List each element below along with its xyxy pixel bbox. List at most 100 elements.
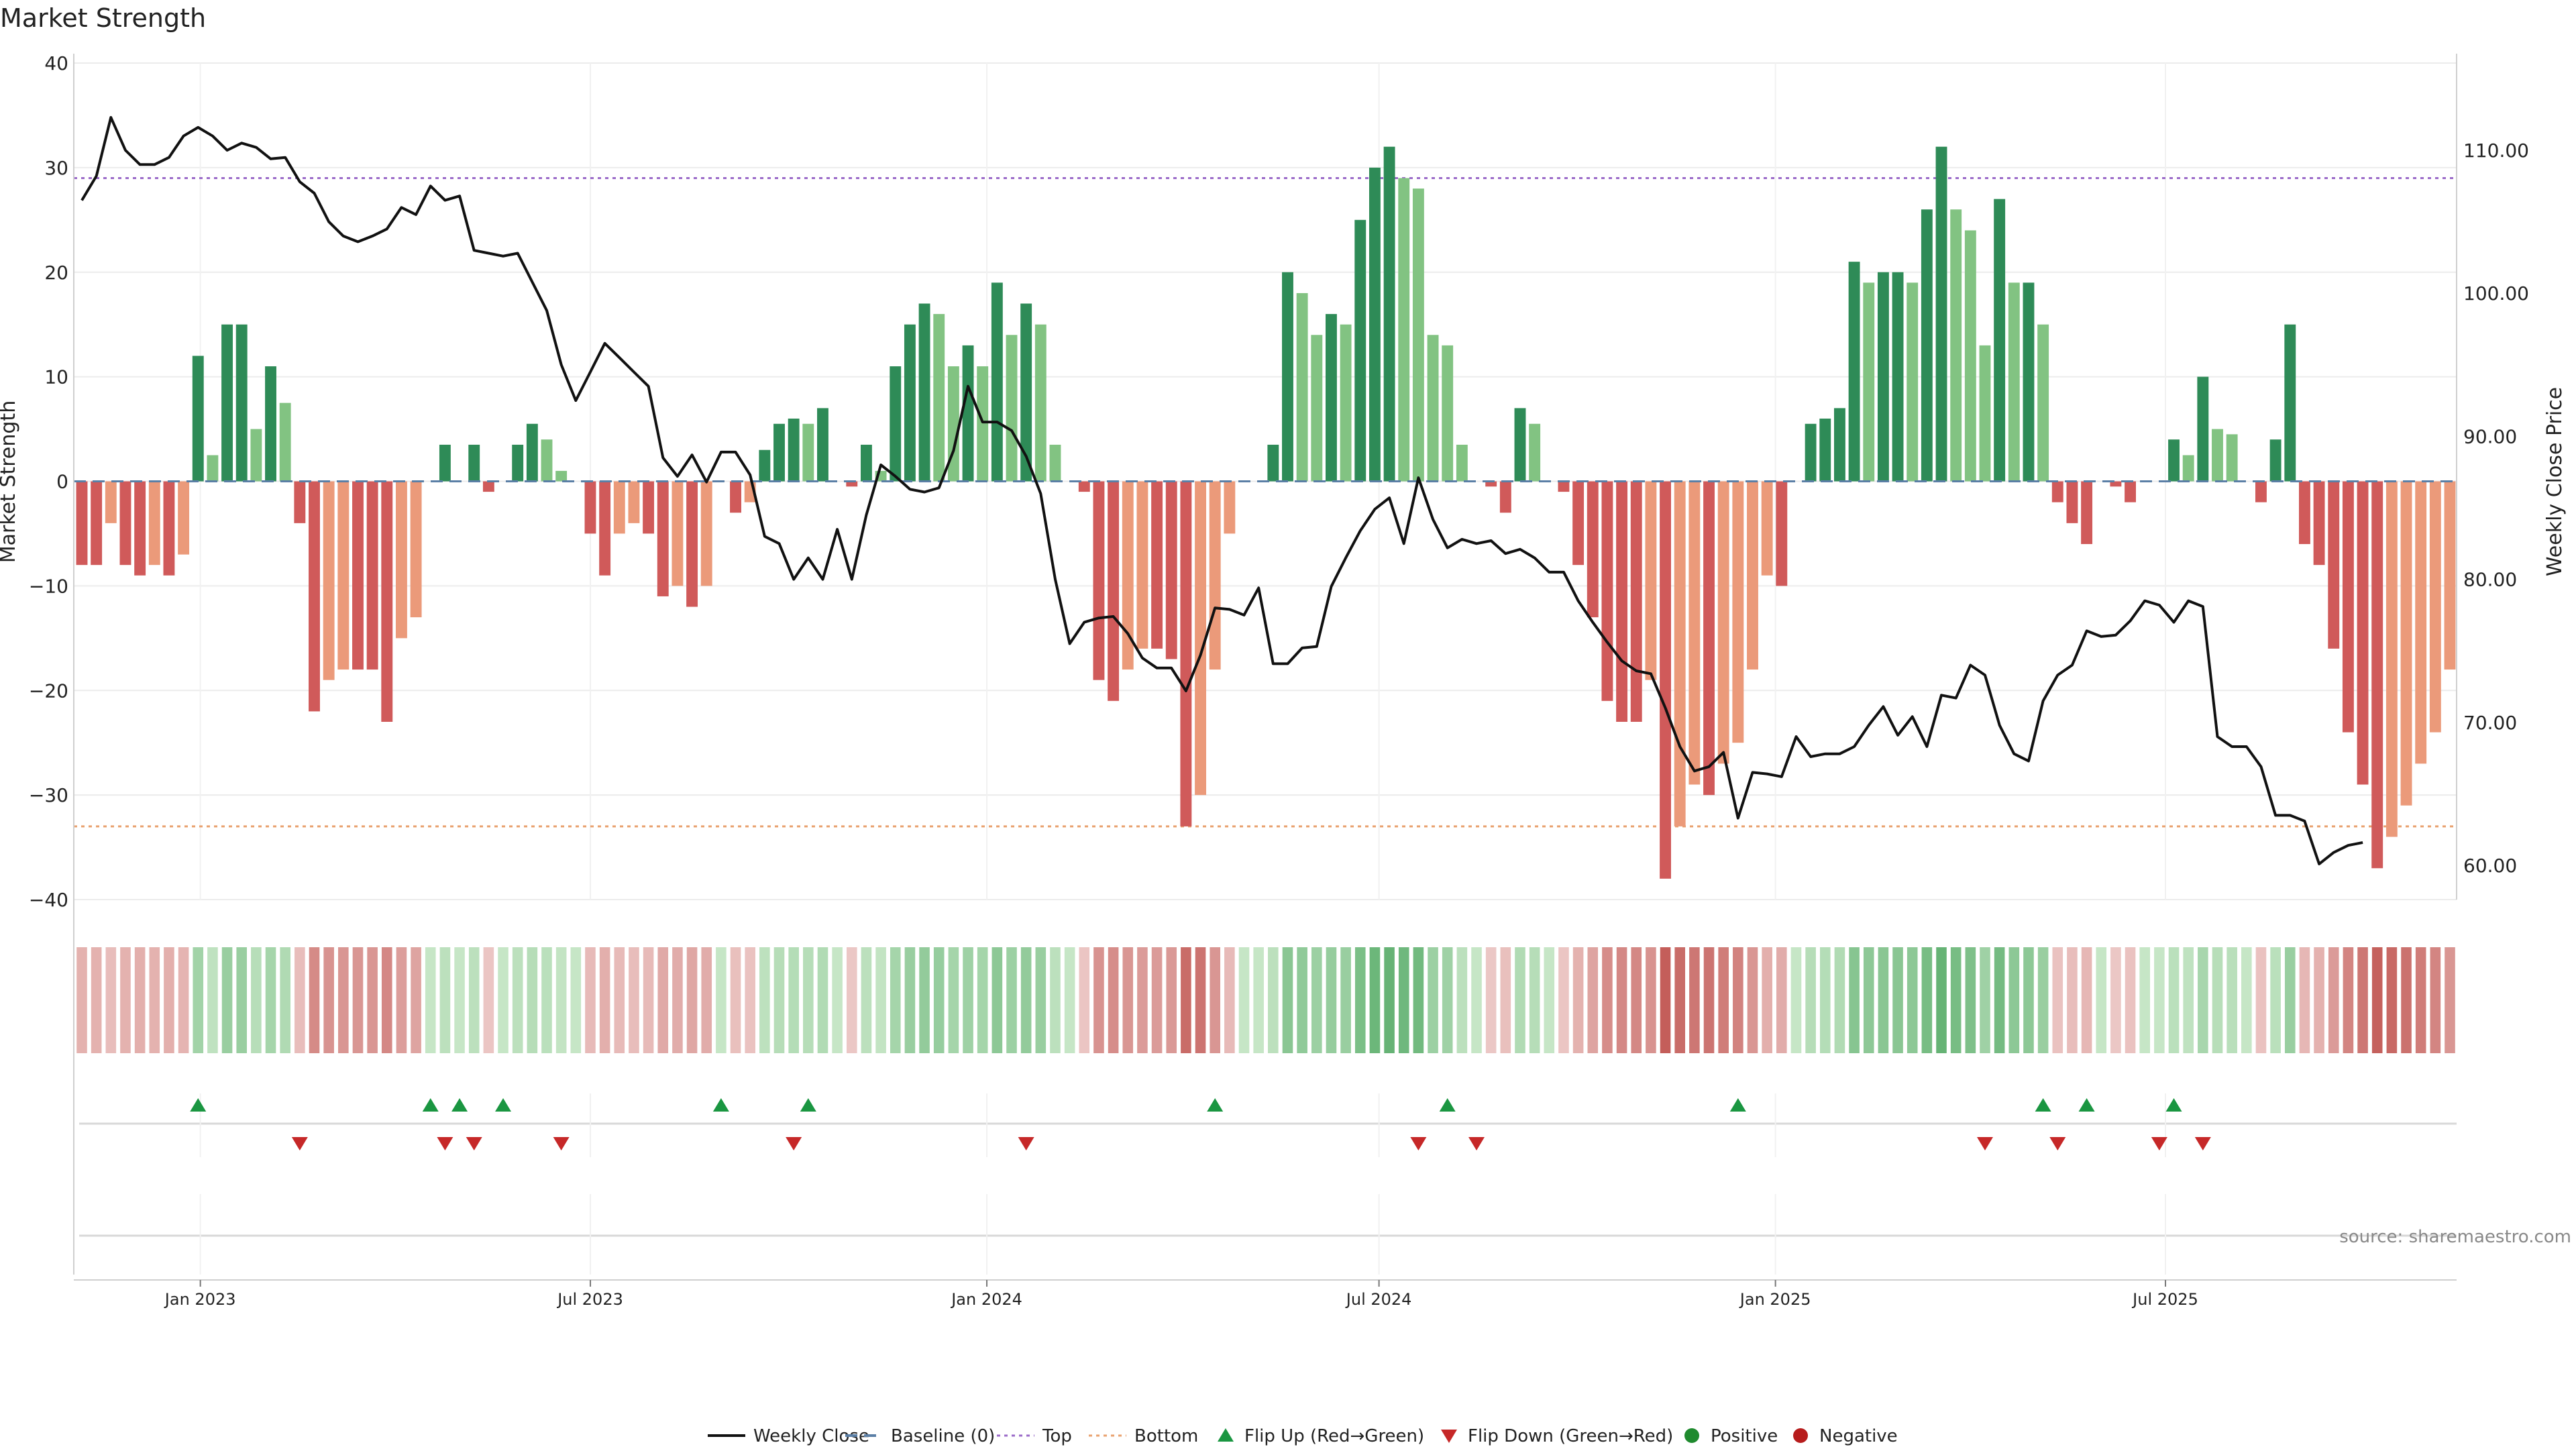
strength-bar [759, 449, 771, 482]
strength-bar [1311, 335, 1323, 482]
heat-cell [1340, 947, 1351, 1053]
heat-cell [629, 947, 639, 1053]
strength-bar [1209, 481, 1221, 670]
heat-cell [1646, 947, 1656, 1053]
legend-label: Positive [1711, 1426, 1778, 1446]
heat-cell [207, 947, 218, 1053]
strength-bar [1326, 314, 1337, 482]
heat-cell [338, 947, 349, 1053]
strength-bar [2269, 439, 2282, 482]
heat-cell [1238, 947, 1250, 1053]
legend-label: Flip Up (Red→Green) [1244, 1426, 1424, 1446]
flip-up-marker [1207, 1098, 1224, 1112]
legend-label: Bottom [1134, 1426, 1198, 1446]
strength-bar [1761, 481, 1773, 576]
strength-bar [817, 408, 828, 482]
strength-bar [2357, 481, 2369, 785]
flip-up-marker [712, 1098, 729, 1112]
strength-bar [265, 366, 276, 482]
strength-bar [482, 481, 494, 492]
strength-bar [991, 282, 1003, 482]
right-tick-label: 110.00 [2463, 140, 2529, 162]
strength-bar [977, 366, 989, 482]
heat-cell [614, 947, 625, 1053]
heat-cell [933, 947, 945, 1053]
left-tick-label: 10 [44, 366, 68, 388]
flip-down-marker [1410, 1137, 1427, 1150]
flip-up-marker [2078, 1098, 2095, 1112]
strength-bar [2429, 481, 2441, 733]
strength-bar [1994, 199, 2006, 482]
strength-bar [337, 481, 350, 670]
strength-bar [148, 481, 160, 566]
heat-cell [1762, 947, 1772, 1053]
left-tick-label: −30 [29, 784, 68, 806]
heat-cell [1515, 947, 1525, 1053]
right-tick-label: 70.00 [2463, 712, 2517, 734]
heat-cell [1413, 947, 1424, 1053]
heat-cell [1108, 947, 1119, 1053]
heat-cell [1936, 947, 1947, 1053]
strength-bar [773, 423, 785, 482]
strength-bar [2444, 481, 2456, 670]
flip-down-marker [1018, 1137, 1034, 1150]
flip-down-marker [1468, 1137, 1485, 1150]
left-tick-label: −40 [29, 889, 68, 911]
strength-bar [1732, 481, 1744, 743]
heat-cell [2270, 947, 2281, 1053]
heat-cell [1863, 947, 1874, 1053]
heat-cell [134, 947, 146, 1053]
strength-bar [178, 481, 190, 555]
strength-bar [1979, 345, 1991, 482]
strength-bar [323, 481, 335, 680]
flip-down-marker [2151, 1137, 2167, 1150]
heat-cell [1137, 947, 1148, 1053]
heat-cell [105, 947, 117, 1053]
heat-cell [1602, 947, 1613, 1053]
heat-cell [2226, 947, 2237, 1053]
heat-cell [1354, 947, 1366, 1053]
strength-bar [1833, 408, 1845, 482]
strength-bar [2023, 282, 2035, 482]
left-tick-label: 40 [44, 52, 68, 74]
heat-cell [948, 947, 959, 1053]
strength-bar [1877, 272, 1889, 482]
legend-label: Flip Down (Green→Red) [1468, 1426, 1673, 1446]
legend-label: Top [1042, 1426, 1072, 1446]
heat-cell [527, 947, 538, 1053]
heat-cell [294, 947, 305, 1053]
legend-swatch [1441, 1430, 1457, 1443]
heat-cell [570, 947, 582, 1053]
strength-bar [613, 481, 625, 534]
level-lines [74, 176, 2457, 828]
strength-bar [1529, 423, 1541, 482]
heat-cell [963, 947, 973, 1053]
chart-title: Market Strength [0, 3, 206, 33]
strength-bar [1950, 209, 1962, 482]
left-tick-label: −20 [29, 680, 68, 702]
strength-bar [1296, 292, 1308, 482]
heat-cell [2183, 947, 2194, 1053]
legend-swatch [1684, 1428, 1699, 1443]
heat-cell [265, 947, 276, 1053]
heat-cell [773, 947, 785, 1053]
heat-cell [1834, 947, 1845, 1053]
strength-bar [119, 481, 131, 566]
heat-cell [367, 947, 378, 1053]
strength-bar [1224, 481, 1236, 534]
heat-cell [599, 947, 610, 1053]
strength-bar [2342, 481, 2354, 733]
heat-cell [2096, 947, 2107, 1053]
legend-label: Negative [1819, 1426, 1898, 1446]
strength-bar [1499, 481, 1511, 513]
strength-bar [1049, 444, 1061, 482]
flip-down-marker [1976, 1137, 1993, 1150]
heat-cell [1485, 947, 1497, 1053]
strength-bar [163, 481, 175, 576]
heat-cell [643, 947, 654, 1053]
strength-bar [1078, 481, 1090, 492]
heat-cell [2198, 947, 2208, 1053]
strength-bar [933, 314, 945, 482]
heat-cell [2401, 947, 2412, 1053]
